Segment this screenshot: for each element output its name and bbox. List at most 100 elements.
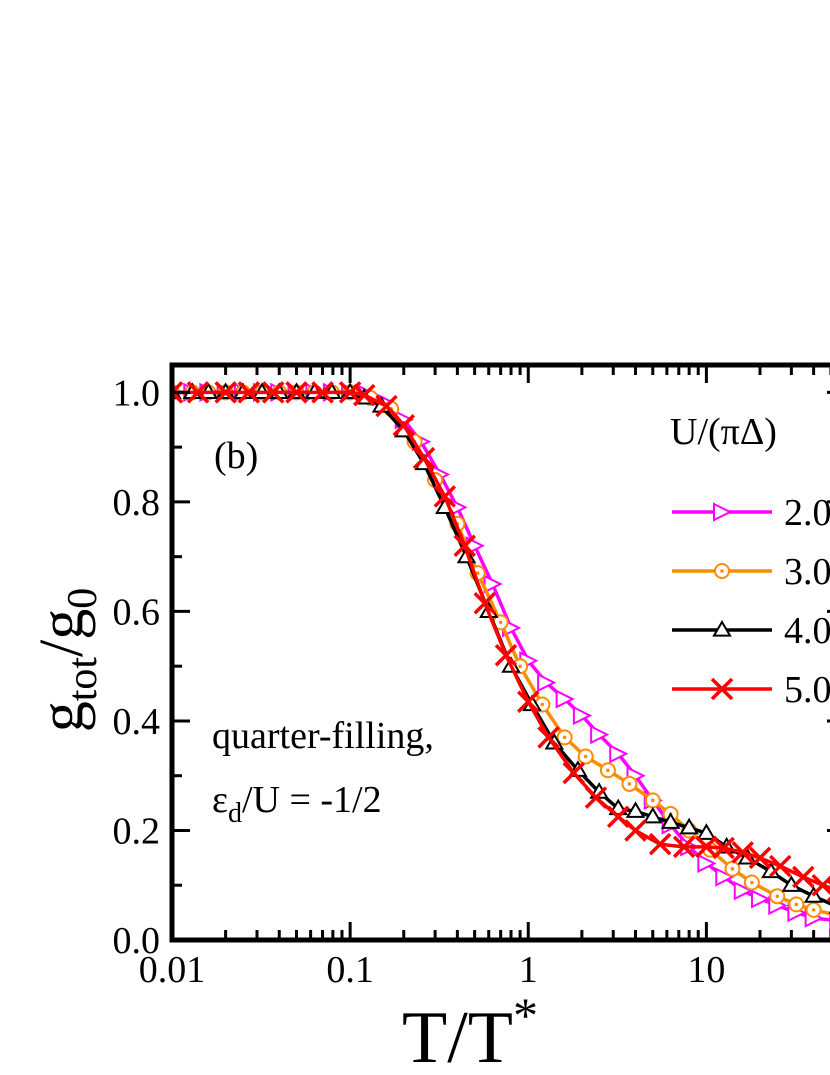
y-tick-label: 1.0	[113, 372, 161, 414]
data-point	[599, 762, 616, 779]
marker-stroke	[494, 644, 518, 667]
legend-item-3.0: 3.0	[672, 551, 830, 593]
data-point	[556, 729, 573, 746]
data-point	[285, 381, 308, 404]
data-point	[748, 846, 772, 870]
annotation-eps: ε	[212, 779, 228, 821]
series-line	[172, 390, 830, 890]
marker-dot	[811, 908, 816, 912]
marker-dot	[498, 620, 503, 625]
marker-stroke	[517, 690, 540, 714]
marker-stroke	[433, 485, 457, 508]
marker-stroke	[748, 846, 772, 870]
data-point	[743, 874, 760, 891]
marker-stroke	[648, 832, 672, 856]
marker-dot	[583, 754, 588, 759]
y-tick-label: 0.6	[113, 591, 161, 633]
legend-marker	[713, 502, 733, 522]
marker-stroke	[392, 414, 415, 437]
legend-label: 3.0	[784, 551, 830, 593]
data-point	[375, 394, 398, 418]
marker-stroke	[710, 677, 734, 701]
data-point	[517, 690, 540, 714]
marker-dot	[750, 880, 754, 885]
data-point	[788, 896, 805, 913]
data-point	[621, 775, 638, 792]
marker-dot	[518, 664, 522, 668]
x-tick-label: 1	[519, 949, 538, 991]
data-point	[660, 812, 681, 829]
marker-stroke	[562, 761, 585, 785]
data-point	[607, 805, 630, 829]
data-point	[186, 381, 210, 404]
data-point	[261, 381, 285, 404]
data-point	[769, 888, 786, 905]
marker-stroke	[672, 835, 696, 859]
data-point	[792, 865, 815, 889]
plot-layer	[172, 381, 830, 931]
marker-stroke	[311, 381, 334, 404]
marker-dot	[562, 735, 567, 740]
marker-stroke	[352, 383, 376, 407]
marker-stroke	[172, 389, 184, 404]
data-point	[237, 381, 261, 404]
data-point	[352, 383, 376, 407]
marker-dot	[650, 798, 655, 803]
marker-dot	[540, 702, 545, 707]
data-point	[712, 836, 735, 860]
marker-stroke	[473, 591, 497, 615]
data-point	[494, 644, 518, 667]
data-point	[412, 446, 436, 470]
tick-layer	[170, 365, 830, 942]
marker-stroke	[453, 534, 476, 557]
annotation-eps-sub: d	[228, 798, 242, 829]
marker-stroke	[537, 726, 560, 749]
data-point	[584, 786, 608, 809]
marker-stroke	[712, 836, 735, 860]
data-point	[590, 725, 610, 745]
label-layer: 0.01 0.1 1 10 0.0 0.2 0.4 0.6 0.8 1.0	[113, 372, 726, 991]
y-axis-sub-tot: tot	[60, 657, 106, 702]
data-point	[392, 414, 415, 437]
legend-label: 4.0	[784, 610, 830, 652]
data-point	[624, 819, 647, 842]
y-tick-label: 0.0	[113, 920, 161, 962]
legend: 2.0 3.0 4.0 5.0	[672, 492, 830, 711]
data-point	[643, 806, 663, 824]
marker-stroke	[811, 875, 830, 897]
data-point	[731, 841, 754, 864]
marker-dot	[627, 782, 632, 786]
y-tick-label: 0.4	[113, 701, 161, 743]
series-5.0	[172, 381, 830, 902]
marker-dot	[794, 902, 799, 907]
legend-item-4.0: 4.0	[672, 610, 830, 652]
data-point	[577, 748, 594, 765]
data-point	[214, 381, 237, 404]
data-point	[695, 835, 718, 859]
data-point	[311, 381, 334, 404]
x-axis-main: T/T	[402, 997, 513, 1075]
legend-marker	[712, 620, 732, 637]
data-point	[696, 823, 717, 840]
marker-stroke	[172, 381, 184, 395]
legend-title: U/(πΔ)	[670, 411, 777, 453]
data-point	[724, 860, 741, 877]
y-tick-label: 0.2	[113, 810, 161, 852]
data-point	[473, 591, 497, 615]
data-point	[805, 901, 822, 918]
marker-stroke	[607, 805, 630, 829]
legend-item-5.0: 5.0	[672, 669, 830, 711]
legend-item-2.0: 2.0	[672, 492, 830, 534]
marker-dot	[775, 894, 780, 898]
marker-stroke	[731, 841, 754, 864]
marker-dot	[475, 571, 480, 575]
x-axis-title: T/T*	[402, 987, 538, 1075]
data-point	[648, 832, 672, 856]
data-point	[453, 534, 476, 557]
data-point	[433, 485, 457, 508]
x-tick-label: 10	[687, 949, 725, 991]
marker-stroke	[285, 381, 308, 404]
x-axis-sup: *	[513, 987, 538, 1043]
marker-stroke	[214, 381, 237, 404]
